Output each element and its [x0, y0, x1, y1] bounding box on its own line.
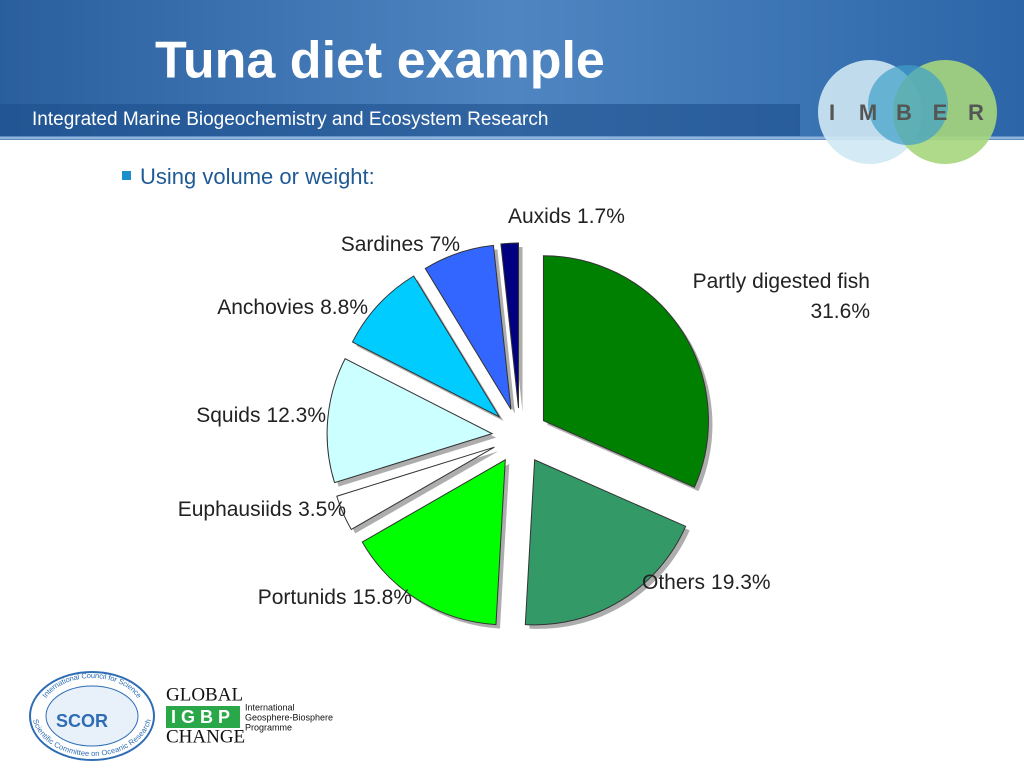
logo-letter: I [829, 100, 835, 125]
igbp-acronym: IGBP [171, 707, 235, 727]
igbp-desc: Programme [245, 722, 292, 732]
label-value: 8.8% [320, 296, 368, 319]
slice-label: Others 19.3% [642, 571, 771, 594]
label-category: Euphausiids [178, 498, 292, 521]
label-category: Partly digested fish [693, 270, 870, 293]
label-category: Anchovies [217, 296, 314, 319]
label-category: Others [642, 571, 705, 594]
pie-slice [336, 446, 495, 531]
pie-slice [500, 242, 520, 409]
label-value: 7% [430, 233, 460, 256]
scor-name: SCOR [56, 711, 108, 731]
slide-title: Tuna diet example [155, 32, 605, 90]
label-value: 31.6% [810, 300, 870, 323]
logo-letter: M [859, 100, 877, 125]
slice-label: Squids 12.3% [196, 404, 326, 427]
pie-slice [351, 275, 501, 419]
logo-letter: B [896, 100, 912, 125]
slice-label: Euphausiids 3.5% [178, 498, 346, 521]
slice-label: Partly digested fish 31.6% [693, 270, 870, 323]
pie-slice [326, 358, 494, 484]
scor-logo: International Council for Science Scient… [29, 671, 155, 761]
logo-letter: E [933, 100, 948, 125]
label-value: 19.3% [711, 571, 771, 594]
label-value: 15.8% [352, 586, 412, 609]
igbp-line3: CHANGE [166, 726, 245, 747]
slice-label: Sardines 7% [341, 233, 460, 256]
imber-logo [818, 60, 997, 164]
label-category: Squids [196, 404, 260, 427]
header-subtitle: Integrated Marine Biogeochemistry and Ec… [32, 109, 548, 130]
bullet-marker [122, 171, 131, 180]
slice-label: Portunids 15.8% [258, 586, 412, 609]
label-category: Sardines [341, 233, 424, 256]
slice-label: Anchovies 8.8% [217, 296, 368, 319]
logo-letter: R [968, 100, 984, 125]
pie-slice [424, 244, 512, 410]
pie-slice [361, 458, 506, 626]
igbp-logo: GLOBAL IGBP CHANGE International Geosphe… [166, 684, 333, 747]
label-value: 3.5% [298, 498, 346, 521]
bullet-text: Using volume or weight: [140, 164, 375, 189]
pie-slice [524, 459, 687, 626]
label-value: 12.3% [266, 404, 326, 427]
pie-slice [542, 255, 709, 488]
igbp-desc: Geosphere-Biosphere [245, 712, 333, 722]
label-category: Auxids [508, 205, 571, 228]
subtitle-band [0, 104, 800, 136]
igbp-line1: GLOBAL [166, 684, 243, 705]
igbp-desc: International [245, 702, 295, 712]
label-value: 1.7% [577, 205, 625, 228]
label-category: Portunids [258, 586, 347, 609]
slice-label: Auxids 1.7% [508, 205, 625, 228]
